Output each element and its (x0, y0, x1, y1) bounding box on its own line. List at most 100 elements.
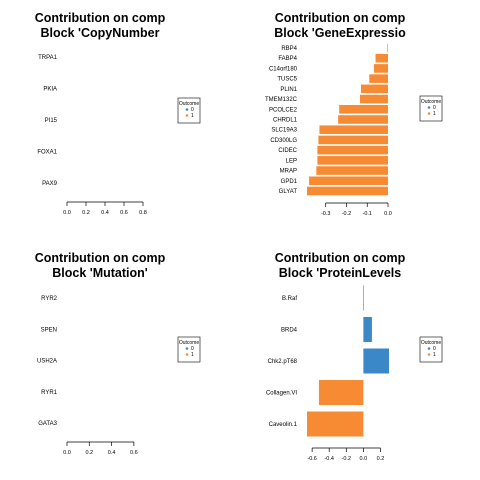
category-label: BRD4 (281, 328, 298, 334)
chart-title-line: Block 'GeneExpressio (274, 26, 406, 40)
x-tick-label: 0.2 (82, 210, 90, 216)
legend-marker (427, 106, 431, 109)
x-tick-label: 0.4 (108, 450, 116, 456)
bar (307, 411, 364, 437)
category-label: Caveolin.1 (269, 422, 298, 428)
bar (359, 94, 388, 104)
x-tick-label: 0.6 (120, 210, 128, 216)
category-label: TRPA1 (38, 55, 58, 61)
category-label: RYR2 (41, 296, 58, 302)
bar (387, 43, 388, 53)
legend-title: Outcome (421, 340, 442, 346)
bar (363, 348, 389, 374)
x-tick-label: -0.6 (307, 456, 316, 462)
category-label: PAX9 (42, 181, 58, 187)
bar (338, 115, 388, 124)
category-label: PI15 (45, 118, 58, 124)
category-label: CD300LG (270, 138, 297, 144)
legend-label: 0 (433, 105, 436, 111)
panel-copynumber: Contribution on comp Block 'CopyNumber TRP… (0, 0, 240, 240)
legend-label: 1 (433, 111, 436, 117)
legend-label: 1 (191, 352, 194, 358)
chart-title-line: Block 'CopyNumber (41, 26, 160, 40)
bar (317, 145, 388, 155)
bar (318, 135, 388, 145)
category-label: SLC19A3 (271, 128, 297, 134)
legend-marker (427, 353, 431, 356)
legend-box (177, 97, 201, 124)
bar (373, 64, 388, 73)
legend-title: Outcome (179, 101, 200, 107)
legend-label: 1 (433, 352, 436, 358)
x-tick-label: 0.0 (360, 456, 368, 462)
category-label: LEP (286, 158, 297, 164)
legend-marker (185, 353, 189, 356)
bar (309, 176, 388, 186)
category-label: GATA3 (38, 421, 57, 427)
x-tick-label: -0.2 (342, 456, 351, 462)
legend-marker (427, 347, 431, 350)
category-label: C14orf180 (269, 66, 298, 72)
panel-proteinlevels: Contribution on comp Block 'ProteinLevels… (240, 240, 480, 480)
category-label: USH2A (37, 359, 57, 365)
legend-marker (427, 112, 431, 115)
x-tick-label: -0.2 (342, 211, 351, 217)
category-label: PLIN1 (280, 87, 297, 93)
x-tick-label: 0.8 (139, 210, 147, 216)
legend-marker (185, 347, 189, 350)
bar (369, 74, 388, 83)
x-tick-label: 0.6 (130, 450, 138, 456)
legend-box (419, 336, 443, 363)
category-label: Collagen.VI (266, 391, 297, 397)
chart-title-line: Block 'Mutation' (52, 266, 148, 280)
chart-title-line: Block 'ProteinLevels (279, 266, 402, 280)
x-tick-label: 0.2 (377, 456, 385, 462)
legend-label: 0 (191, 346, 194, 352)
x-tick-label: 0.4 (101, 210, 109, 216)
legend-title: Outcome (421, 99, 442, 105)
bar (319, 125, 388, 135)
category-label: Chk2.pT68 (268, 359, 298, 365)
legend-title: Outcome (179, 340, 200, 346)
category-label: GLYAT (279, 189, 298, 195)
bar (339, 104, 388, 114)
legend-marker (185, 108, 189, 111)
x-tick-label: -0.3 (321, 211, 330, 217)
category-label: B.Raf (282, 296, 297, 302)
category-label: SPEN (41, 327, 57, 333)
bar (363, 285, 364, 311)
bar (316, 166, 388, 175)
category-label: PCOLCE2 (269, 107, 298, 113)
panel-mutation: Contribution on comp Block 'Mutation' RYR2… (0, 240, 240, 480)
category-label: MRAP (280, 169, 297, 175)
bar (375, 53, 388, 63)
category-label: GPD1 (281, 179, 298, 185)
category-label: RYR1 (41, 390, 58, 396)
bar (363, 317, 372, 342)
legend-label: 0 (191, 107, 194, 113)
legend-label: 1 (191, 113, 194, 119)
category-label: FOXA1 (37, 150, 57, 156)
chart-title-line: Contribution on comp (35, 11, 166, 25)
panel-geneexpression: Contribution on comp Block 'GeneExpressio… (240, 0, 480, 240)
category-label: FABP4 (278, 56, 297, 62)
x-tick-label: 0.0 (63, 210, 71, 216)
bar (318, 380, 364, 405)
chart-title-line: Contribution on comp (35, 251, 166, 265)
category-label: TUSC5 (277, 77, 297, 83)
bar (307, 186, 388, 196)
category-label: CHRDL1 (273, 118, 298, 124)
x-tick-label: 0.0 (63, 450, 71, 456)
legend-box (177, 336, 201, 363)
bar (317, 156, 388, 165)
legend-label: 0 (433, 346, 436, 352)
category-label: PKIA (43, 87, 57, 93)
category-label: CIDEC (278, 148, 297, 154)
bar (361, 84, 388, 94)
category-label: RBP4 (281, 46, 297, 52)
chart-title-line: Contribution on comp (275, 251, 406, 265)
x-tick-label: 0.2 (85, 450, 93, 456)
